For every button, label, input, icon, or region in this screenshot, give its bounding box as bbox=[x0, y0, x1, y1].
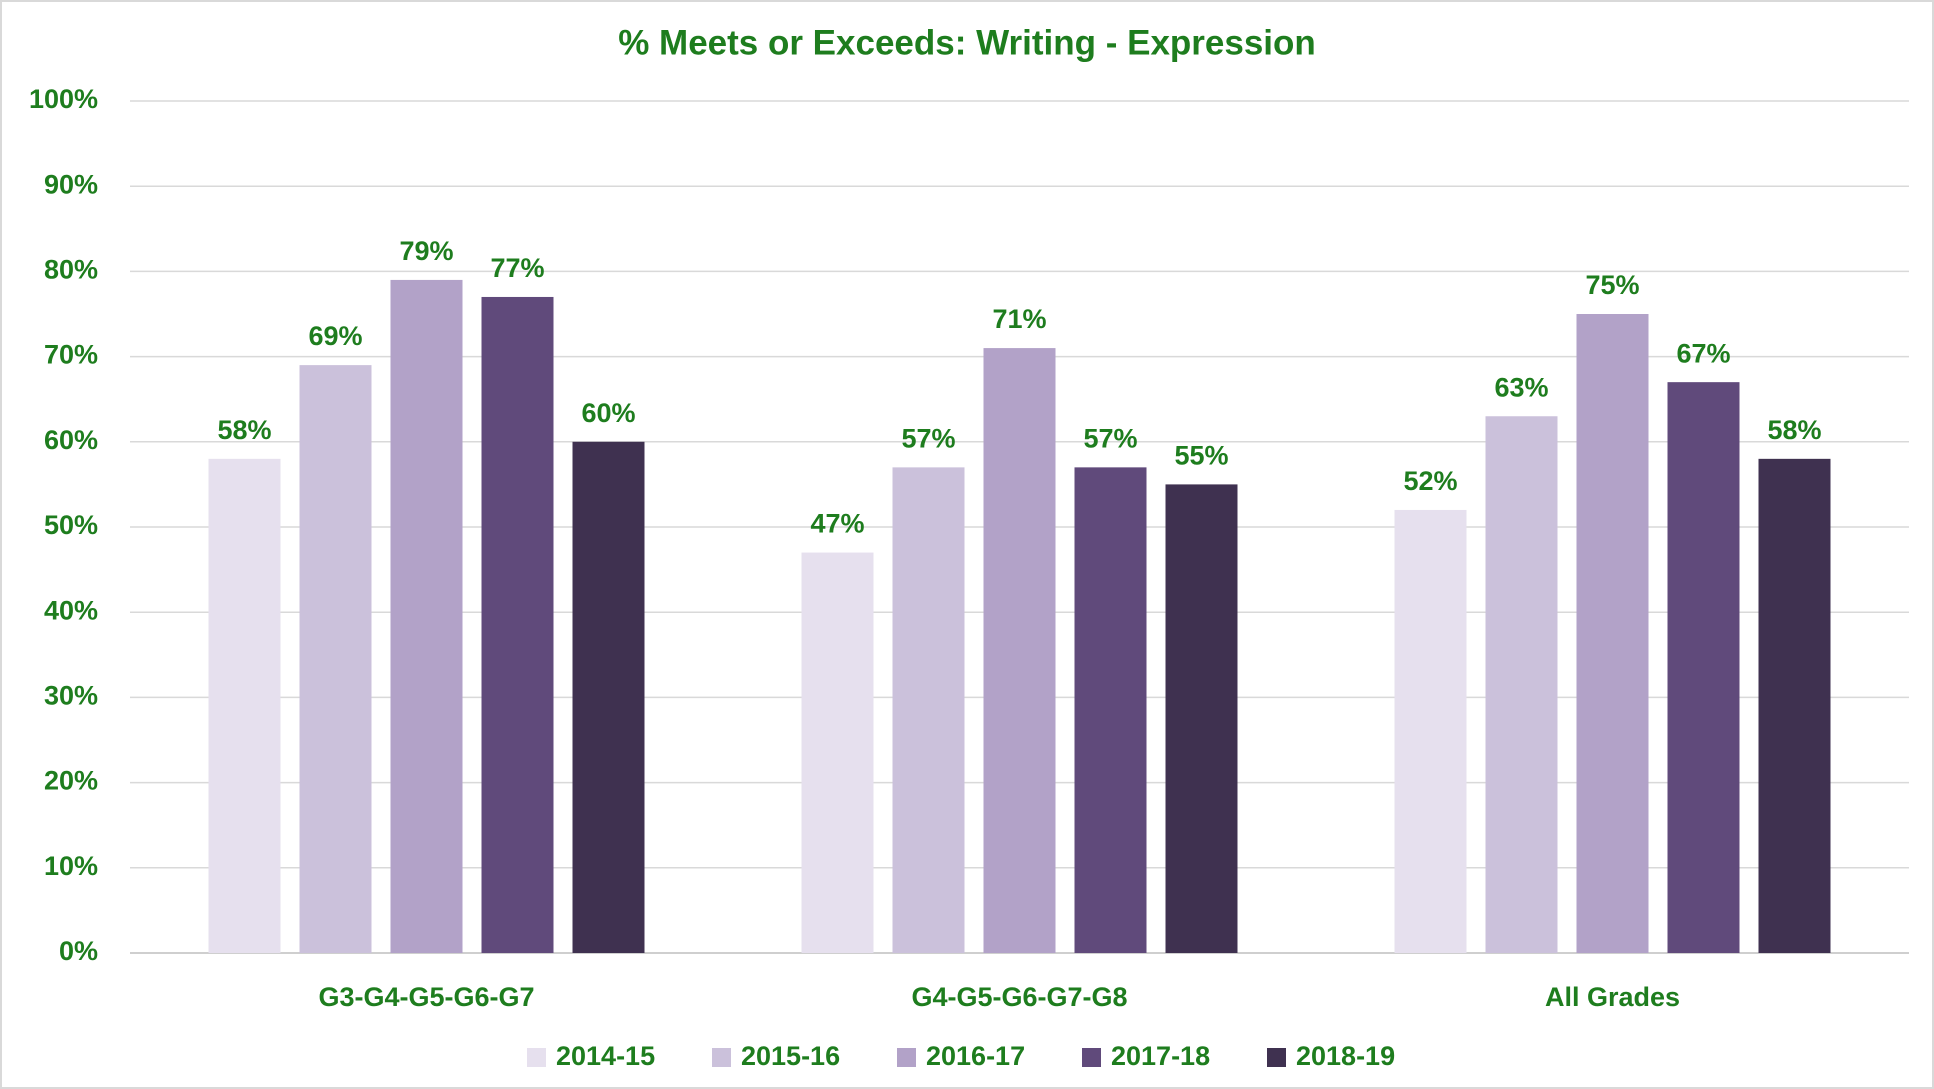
data-label: 75% bbox=[1585, 270, 1639, 300]
legend-swatch bbox=[712, 1048, 731, 1067]
y-tick-label: 60% bbox=[44, 425, 98, 455]
data-label: 58% bbox=[1767, 415, 1821, 445]
bar bbox=[299, 365, 372, 953]
bar bbox=[1758, 458, 1831, 953]
bar bbox=[801, 552, 874, 953]
legend-label: 2018-19 bbox=[1296, 1041, 1395, 1071]
y-tick-label: 90% bbox=[44, 169, 98, 199]
legend-label: 2017-18 bbox=[1111, 1041, 1210, 1071]
y-tick-label: 100% bbox=[29, 84, 98, 114]
y-tick-label: 30% bbox=[44, 681, 98, 711]
bar bbox=[1576, 314, 1649, 953]
y-tick-label: 20% bbox=[44, 766, 98, 796]
y-tick-label: 40% bbox=[44, 595, 98, 625]
bar bbox=[481, 296, 554, 954]
data-label: 55% bbox=[1174, 441, 1228, 471]
bar bbox=[390, 279, 463, 953]
bar bbox=[1485, 416, 1558, 953]
bar bbox=[983, 348, 1056, 954]
data-label: 63% bbox=[1494, 372, 1548, 402]
y-tick-label: 50% bbox=[44, 510, 98, 540]
data-label: 60% bbox=[581, 398, 635, 428]
bar bbox=[208, 458, 281, 953]
data-label: 67% bbox=[1676, 338, 1730, 368]
y-tick-label: 80% bbox=[44, 255, 98, 285]
data-label: 77% bbox=[490, 253, 544, 283]
bar bbox=[1667, 382, 1740, 953]
data-label: 57% bbox=[1083, 423, 1137, 453]
data-label: 52% bbox=[1403, 466, 1457, 496]
legend-swatch bbox=[527, 1048, 546, 1067]
data-label: 79% bbox=[399, 236, 453, 266]
y-tick-label: 70% bbox=[44, 340, 98, 370]
legend-label: 2016-17 bbox=[926, 1041, 1025, 1071]
x-tick-label: All Grades bbox=[1545, 982, 1680, 1012]
legend-label: 2014-15 bbox=[556, 1041, 655, 1071]
bar bbox=[1165, 484, 1238, 953]
legend-swatch bbox=[1267, 1048, 1286, 1067]
y-tick-label: 10% bbox=[44, 851, 98, 881]
legend-swatch bbox=[1082, 1048, 1101, 1067]
data-label: 47% bbox=[810, 509, 864, 539]
x-tick-label: G3-G4-G5-G6-G7 bbox=[318, 982, 534, 1012]
x-tick-label: G4-G5-G6-G7-G8 bbox=[911, 982, 1127, 1012]
legend-label: 2015-16 bbox=[741, 1041, 840, 1071]
bar bbox=[572, 441, 645, 953]
data-label: 58% bbox=[217, 415, 271, 445]
y-tick-label: 0% bbox=[59, 936, 98, 966]
data-label: 57% bbox=[901, 423, 955, 453]
data-label: 71% bbox=[992, 304, 1046, 334]
data-label: 69% bbox=[308, 321, 362, 351]
legend-swatch bbox=[897, 1048, 916, 1067]
bar bbox=[892, 467, 965, 953]
bar bbox=[1074, 467, 1147, 953]
chart-title: % Meets or Exceeds: Writing - Expression bbox=[618, 23, 1316, 62]
bar bbox=[1394, 509, 1467, 953]
